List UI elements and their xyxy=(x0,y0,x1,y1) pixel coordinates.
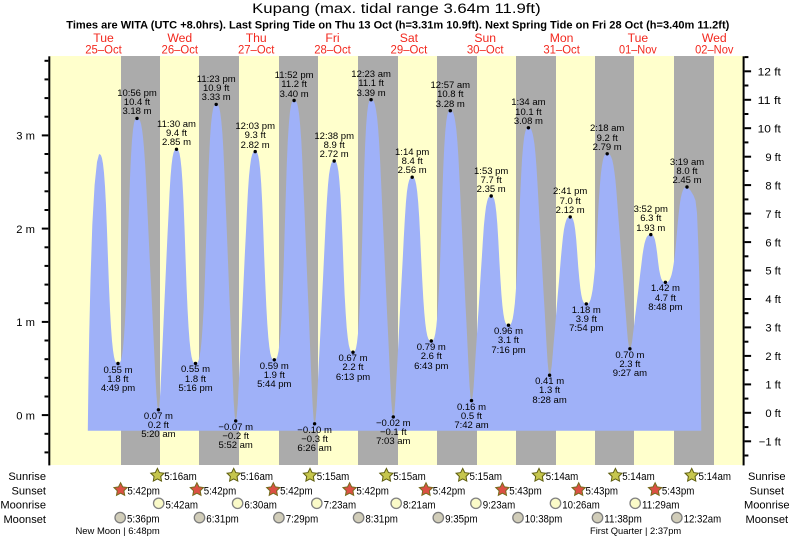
svg-text:11:38pm: 11:38pm xyxy=(604,514,642,526)
svg-text:Sunrise: Sunrise xyxy=(748,471,786,483)
svg-text:10:38pm: 10:38pm xyxy=(525,514,563,526)
svg-text:5:42am: 5:42am xyxy=(166,499,199,511)
svg-text:1 ft: 1 ft xyxy=(765,380,781,392)
svg-text:10 ft: 10 ft xyxy=(758,123,782,135)
svg-text:8:31pm: 8:31pm xyxy=(365,514,398,526)
svg-text:Sunset: Sunset xyxy=(750,485,785,497)
svg-text:Moonset: Moonset xyxy=(3,514,46,526)
svg-text:5:14am: 5:14am xyxy=(699,471,732,483)
svg-text:5:16am: 5:16am xyxy=(164,471,197,483)
svg-text:2 ft: 2 ft xyxy=(765,351,781,363)
svg-text:0 m: 0 m xyxy=(16,410,35,422)
svg-text:New Moon | 6:48pm: New Moon | 6:48pm xyxy=(75,526,159,537)
svg-text:Sunrise: Sunrise xyxy=(8,471,46,483)
svg-text:7 ft: 7 ft xyxy=(765,209,781,221)
svg-text:5:43pm: 5:43pm xyxy=(662,485,695,497)
svg-text:4 ft: 4 ft xyxy=(765,294,781,306)
svg-text:5:42pm: 5:42pm xyxy=(433,485,466,497)
svg-text:5:36pm: 5:36pm xyxy=(127,514,160,526)
svg-text:3 m: 3 m xyxy=(16,131,35,143)
svg-text:31–Oct: 31–Oct xyxy=(543,43,580,57)
svg-text:5:15am: 5:15am xyxy=(317,471,350,483)
svg-text:Sunset: Sunset xyxy=(11,485,46,497)
svg-text:5:42pm: 5:42pm xyxy=(127,485,159,497)
svg-text:5:43pm: 5:43pm xyxy=(586,485,619,497)
svg-text:0 ft: 0 ft xyxy=(765,408,781,420)
svg-text:5:16am: 5:16am xyxy=(241,471,274,483)
svg-text:Moonset: Moonset xyxy=(746,514,789,526)
svg-text:7:23am: 7:23am xyxy=(324,499,357,511)
svg-text:5:42pm: 5:42pm xyxy=(280,485,313,497)
svg-text:02–Nov: 02–Nov xyxy=(695,43,734,57)
svg-text:26–Oct: 26–Oct xyxy=(162,43,199,57)
svg-text:10:26am: 10:26am xyxy=(562,499,600,511)
svg-text:Kupang (max. tidal range 3.64m: Kupang (max. tidal range 3.64m 11.9ft) xyxy=(252,1,541,16)
svg-text:Mon: Mon xyxy=(550,31,574,45)
svg-text:5:14am: 5:14am xyxy=(622,471,655,483)
svg-text:11 ft: 11 ft xyxy=(758,95,782,107)
svg-text:6:30am: 6:30am xyxy=(244,499,277,511)
svg-text:6:31pm: 6:31pm xyxy=(206,514,239,526)
svg-text:Tue: Tue xyxy=(628,31,649,45)
svg-text:Moonrise: Moonrise xyxy=(744,500,790,512)
svg-text:9:23am: 9:23am xyxy=(483,499,516,511)
svg-text:5 ft: 5 ft xyxy=(765,266,781,278)
svg-text:3 ft: 3 ft xyxy=(765,323,781,335)
svg-text:Thu: Thu xyxy=(246,31,267,45)
svg-text:Moonrise: Moonrise xyxy=(0,500,46,512)
svg-text:6 ft: 6 ft xyxy=(765,237,781,249)
svg-text:8:21am: 8:21am xyxy=(403,499,436,511)
svg-text:First Quarter | 2:37pm: First Quarter | 2:37pm xyxy=(590,526,681,537)
svg-text:12 ft: 12 ft xyxy=(758,67,782,79)
svg-text:12:32am: 12:32am xyxy=(684,514,722,526)
svg-text:Wed: Wed xyxy=(167,31,192,45)
svg-text:7:29pm: 7:29pm xyxy=(286,514,319,526)
svg-text:5:15am: 5:15am xyxy=(470,471,503,483)
svg-text:29–Oct: 29–Oct xyxy=(391,43,428,57)
svg-text:2 m: 2 m xyxy=(16,224,35,236)
svg-text:5:42pm: 5:42pm xyxy=(204,485,237,497)
svg-text:1 m: 1 m xyxy=(16,317,35,329)
svg-text:5:43pm: 5:43pm xyxy=(509,485,542,497)
svg-text:Wed: Wed xyxy=(702,31,727,45)
svg-text:5:42pm: 5:42pm xyxy=(356,485,389,497)
svg-text:8 ft: 8 ft xyxy=(765,180,781,192)
svg-text:28–Oct: 28–Oct xyxy=(314,43,351,57)
svg-text:5:15am: 5:15am xyxy=(393,471,426,483)
svg-text:5:14am: 5:14am xyxy=(546,471,579,483)
svg-text:Times are WITA (UTC +8.0hrs).: Times are WITA (UTC +8.0hrs). Last Sprin… xyxy=(66,20,729,32)
svg-text:−1 ft: −1 ft xyxy=(759,437,782,449)
svg-text:11:29am: 11:29am xyxy=(642,499,680,511)
svg-text:01–Nov: 01–Nov xyxy=(619,43,658,57)
svg-text:9 ft: 9 ft xyxy=(765,152,781,164)
svg-text:Fri: Fri xyxy=(325,31,339,45)
svg-text:30–Oct: 30–Oct xyxy=(467,43,504,57)
svg-text:Tue: Tue xyxy=(93,31,114,45)
svg-text:Sun: Sun xyxy=(474,31,496,45)
svg-text:Sat: Sat xyxy=(400,31,419,45)
svg-text:25–Oct: 25–Oct xyxy=(85,43,122,57)
svg-text:9:35pm: 9:35pm xyxy=(445,514,478,526)
svg-text:27–Oct: 27–Oct xyxy=(238,43,275,57)
